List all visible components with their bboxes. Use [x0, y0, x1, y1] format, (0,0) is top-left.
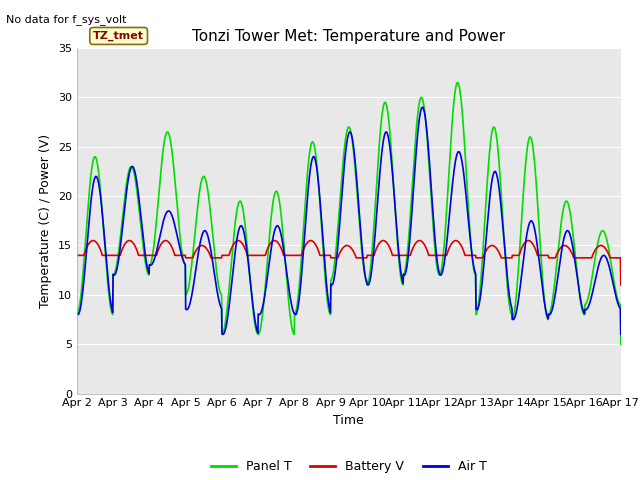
Air T [617, 332, 625, 337]
Text: No data for f_sys_volt: No data for f_sys_volt [6, 14, 127, 25]
Line: Battery V: Battery V [77, 240, 621, 285]
Title: Tonzi Tower Met: Temperature and Power: Tonzi Tower Met: Temperature and Power [192, 29, 506, 44]
Battery V [162, 238, 170, 243]
Legend: Panel T, Battery V, Air T: Panel T, Battery V, Air T [206, 455, 492, 478]
Y-axis label: Temperature (C) / Power (V): Temperature (C) / Power (V) [39, 134, 52, 308]
Panel T [73, 312, 81, 317]
Text: TZ_tmet: TZ_tmet [93, 31, 144, 41]
Battery V [195, 245, 202, 251]
Panel T [553, 263, 561, 268]
Battery V [434, 252, 442, 258]
X-axis label: Time: Time [333, 414, 364, 427]
Panel T [433, 264, 441, 270]
Battery V [553, 252, 561, 258]
Panel T [505, 295, 513, 301]
Air T [180, 261, 188, 266]
Panel T [180, 261, 188, 267]
Air T [434, 260, 442, 266]
Air T [505, 286, 513, 292]
Line: Panel T: Panel T [77, 83, 621, 344]
Air T [194, 254, 202, 260]
Air T [255, 312, 262, 317]
Battery V [73, 252, 81, 258]
Air T [553, 283, 561, 289]
Battery V [505, 255, 513, 261]
Panel T [617, 341, 625, 347]
Panel T [194, 203, 202, 208]
Air T [419, 104, 426, 110]
Battery V [617, 282, 625, 288]
Line: Air T: Air T [77, 107, 621, 335]
Panel T [454, 80, 461, 85]
Battery V [255, 252, 263, 258]
Battery V [181, 252, 189, 258]
Panel T [255, 331, 262, 337]
Air T [73, 311, 81, 316]
